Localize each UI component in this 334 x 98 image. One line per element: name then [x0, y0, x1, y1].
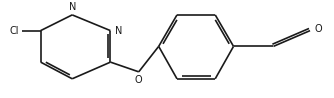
Text: O: O [135, 75, 143, 85]
Text: N: N [68, 2, 76, 12]
Text: O: O [314, 24, 322, 34]
Text: N: N [116, 26, 123, 36]
Text: Cl: Cl [9, 26, 19, 36]
